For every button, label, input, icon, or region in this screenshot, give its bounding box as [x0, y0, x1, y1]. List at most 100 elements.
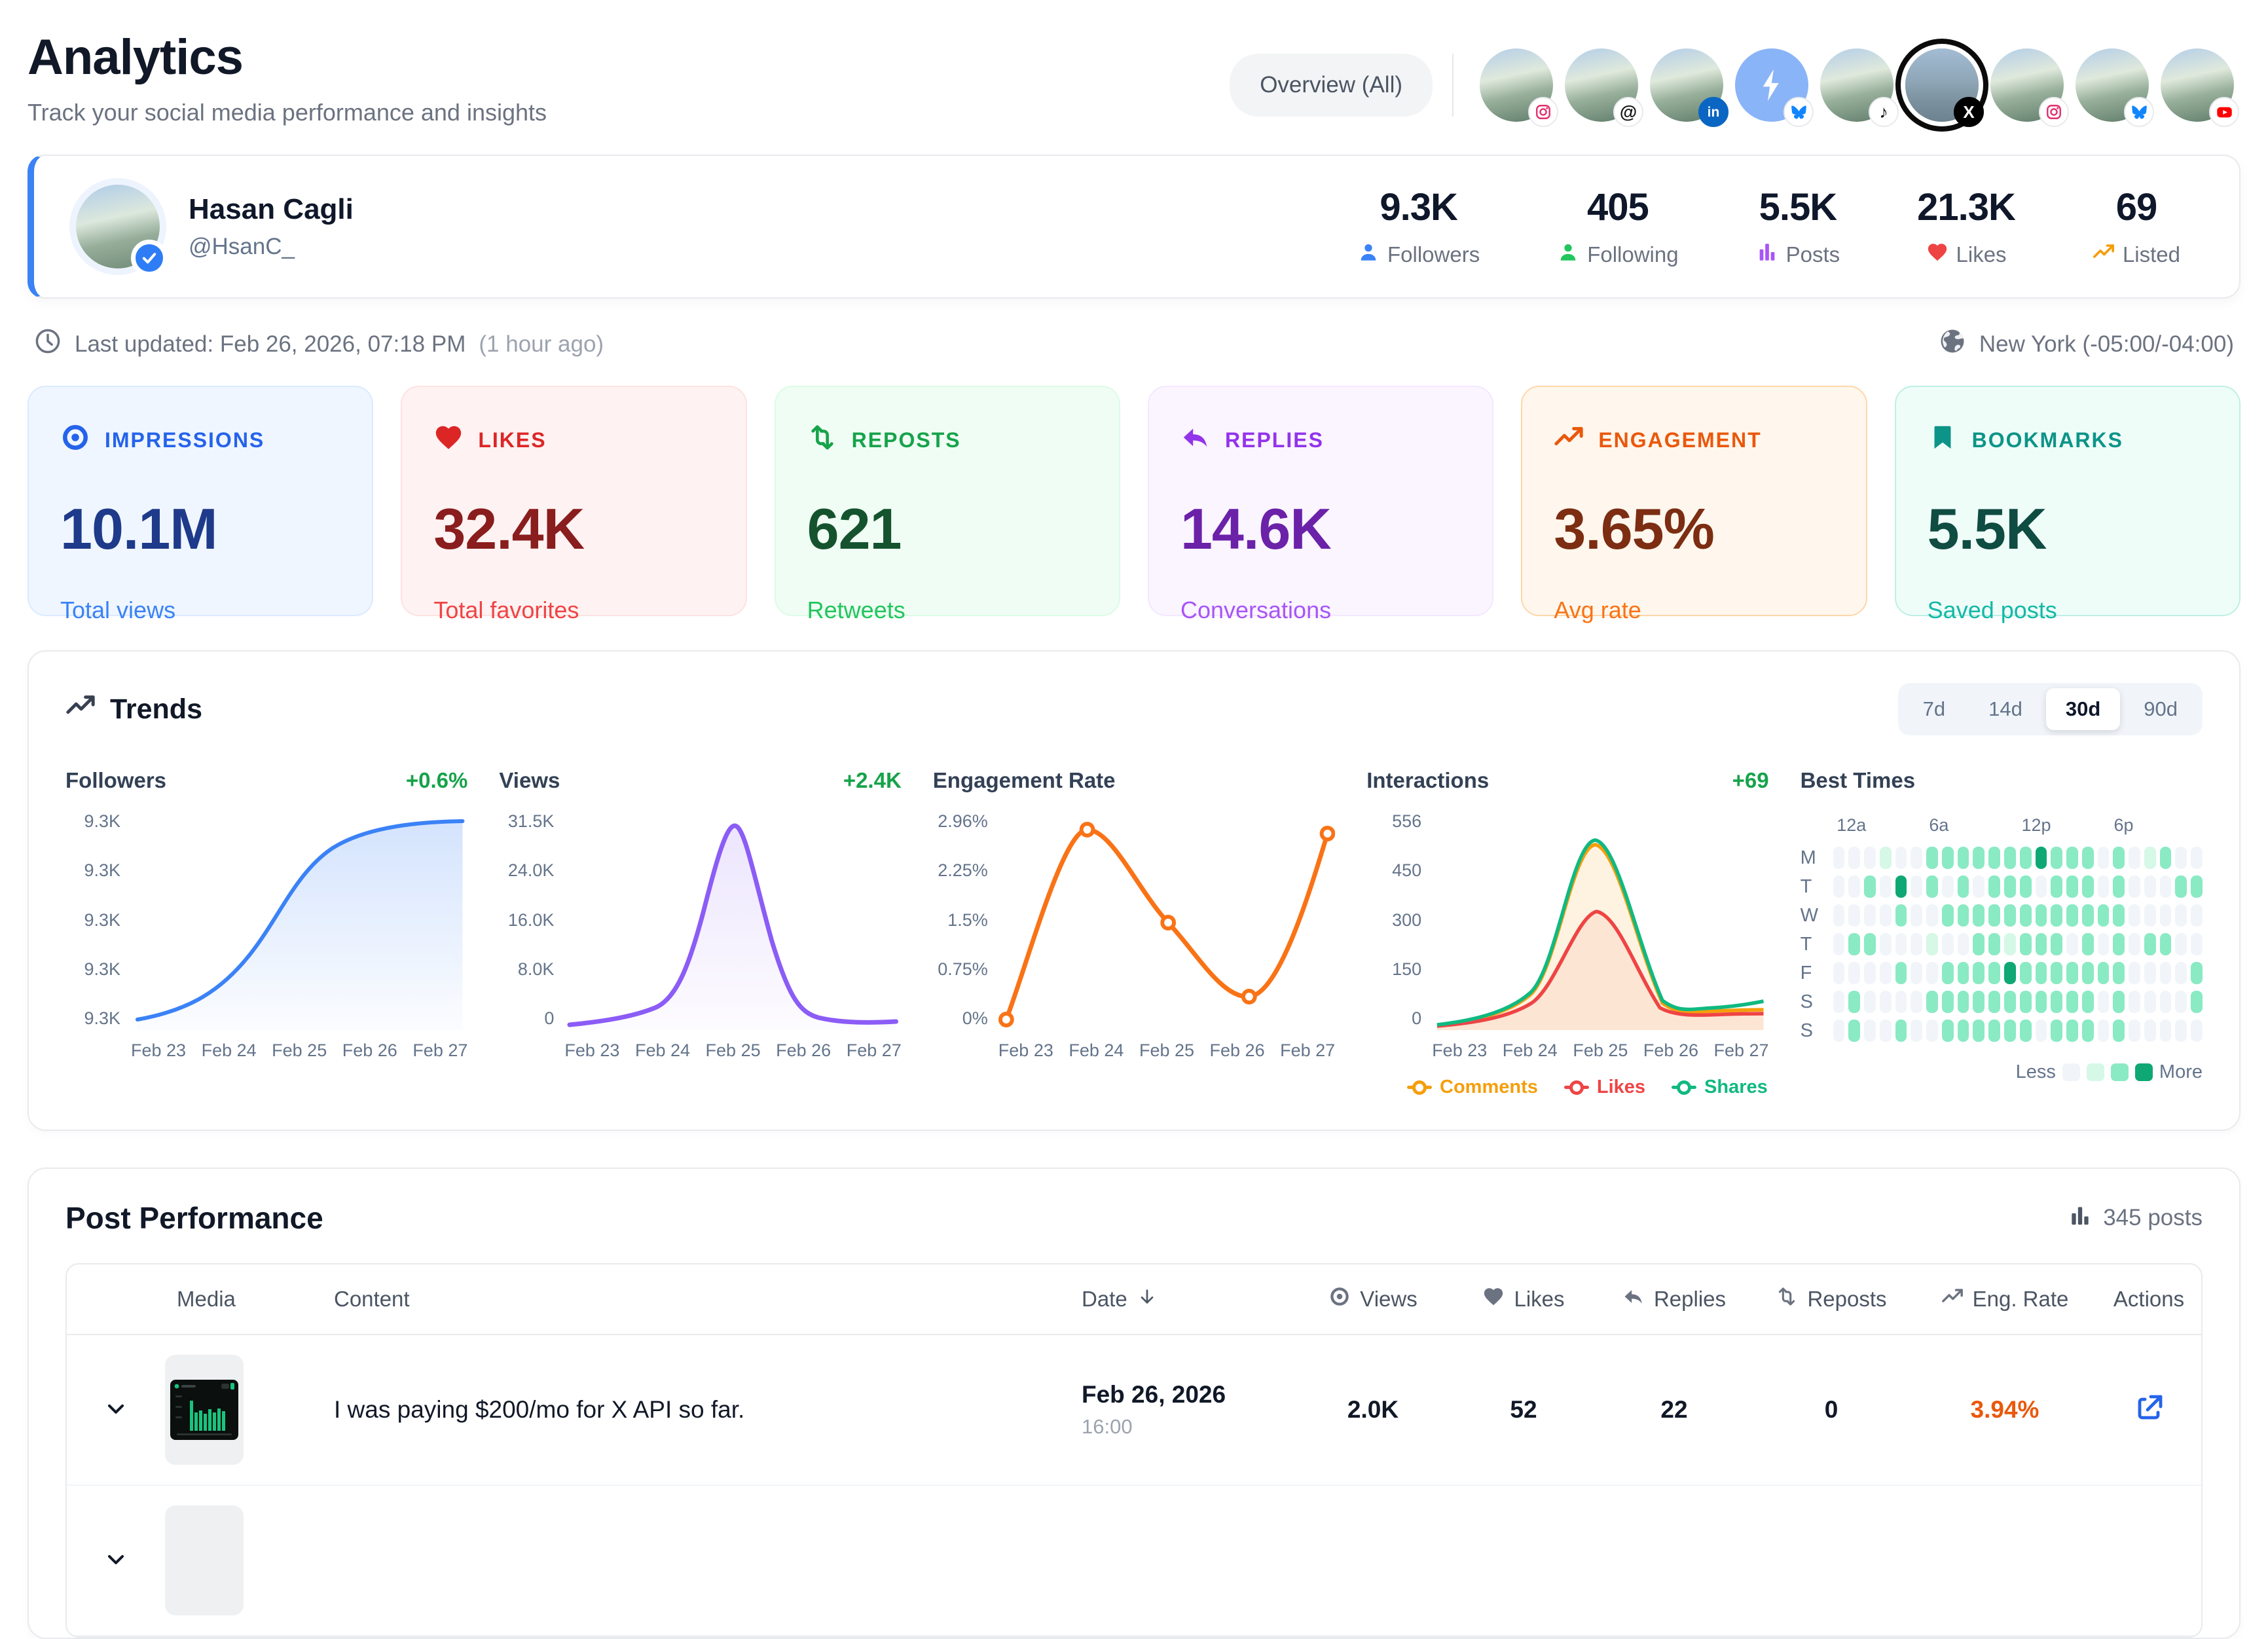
heatmap-cell[interactable]	[1957, 847, 1969, 869]
heatmap-cell[interactable]	[2144, 962, 2156, 984]
heatmap-cell[interactable]	[2191, 904, 2203, 927]
heatmap-cell[interactable]	[1833, 904, 1845, 927]
heatmap-cell[interactable]	[2004, 933, 2016, 955]
heatmap-cell[interactable]	[2113, 962, 2125, 984]
heatmap-cell[interactable]	[1941, 933, 1954, 955]
heatmap-cell[interactable]	[2097, 962, 2110, 984]
heatmap-cell[interactable]	[2004, 875, 2016, 898]
heatmap-cell[interactable]	[2051, 847, 2063, 869]
heatmap-cell[interactable]	[2159, 933, 2172, 955]
heatmap-cell[interactable]	[2051, 904, 2063, 927]
heatmap-cell[interactable]	[2081, 933, 2094, 955]
heatmap-cell[interactable]	[1879, 991, 1892, 1013]
heatmap-cell[interactable]	[2097, 933, 2110, 955]
heatmap-cell[interactable]	[2035, 1020, 2047, 1042]
heatmap-cell[interactable]	[2159, 991, 2172, 1013]
heatmap-cell[interactable]	[1911, 933, 1923, 955]
heatmap-cell[interactable]	[2066, 847, 2078, 869]
account-avatar-linkedin[interactable]: in	[1650, 48, 1728, 127]
heatmap-cell[interactable]	[2066, 962, 2078, 984]
heatmap-cell[interactable]	[1879, 933, 1892, 955]
heatmap-cell[interactable]	[2129, 962, 2140, 984]
heatmap-cell[interactable]	[2159, 962, 2172, 984]
heatmap-cell[interactable]	[2035, 962, 2047, 984]
heatmap-cell[interactable]	[2144, 847, 2156, 869]
heatmap-cell[interactable]	[1833, 875, 1845, 898]
heatmap-cell[interactable]	[1848, 904, 1861, 927]
heatmap-cell[interactable]	[1941, 847, 1954, 869]
heatmap-cell[interactable]	[2113, 904, 2125, 927]
heatmap-cell[interactable]	[2175, 933, 2187, 955]
heatmap-cell[interactable]	[1911, 904, 1923, 927]
heatmap-cell[interactable]	[1864, 1020, 1876, 1042]
heatmap-cell[interactable]	[2097, 847, 2110, 869]
account-avatar-bluesky[interactable]	[2076, 48, 2154, 127]
heatmap-cell[interactable]	[1973, 875, 1985, 898]
heatmap-cell[interactable]	[1911, 847, 1923, 869]
post-media-thumbnail[interactable]	[165, 1355, 244, 1465]
heatmap-cell[interactable]	[2081, 1020, 2094, 1042]
heatmap-cell[interactable]	[2004, 962, 2016, 984]
heatmap-cell[interactable]	[2019, 847, 2032, 869]
heatmap-cell[interactable]	[2129, 875, 2140, 898]
heatmap-cell[interactable]	[2129, 933, 2140, 955]
heatmap-cell[interactable]	[1941, 962, 1954, 984]
heatmap-cell[interactable]	[1941, 904, 1954, 927]
heatmap-cell[interactable]	[1833, 1020, 1845, 1042]
heatmap-cell[interactable]	[1895, 847, 1907, 869]
heatmap-cell[interactable]	[2019, 875, 2032, 898]
heatmap-cell[interactable]	[2144, 904, 2156, 927]
heatmap-cell[interactable]	[2004, 991, 2016, 1013]
heatmap-cell[interactable]	[1926, 1020, 1938, 1042]
heatmap-cell[interactable]	[1848, 933, 1861, 955]
heatmap-cell[interactable]	[1941, 875, 1954, 898]
heatmap-cell[interactable]	[1973, 962, 1985, 984]
heatmap-cell[interactable]	[1833, 847, 1845, 869]
heatmap-cell[interactable]	[2035, 875, 2047, 898]
overview-all-button[interactable]: Overview (All)	[1230, 54, 1433, 117]
range-7d-button[interactable]: 7d	[1903, 688, 1965, 730]
heatmap-cell[interactable]	[2051, 1020, 2063, 1042]
heatmap-cell[interactable]	[1864, 904, 1876, 927]
heatmap-cell[interactable]	[2144, 875, 2156, 898]
heatmap-cell[interactable]	[1848, 962, 1861, 984]
heatmap-cell[interactable]	[2159, 875, 2172, 898]
range-14d-button[interactable]: 14d	[1969, 688, 2042, 730]
heatmap-cell[interactable]	[2019, 1020, 2032, 1042]
heatmap-cell[interactable]	[2175, 904, 2187, 927]
heatmap-cell[interactable]	[2081, 962, 2094, 984]
heatmap-cell[interactable]	[2097, 1020, 2110, 1042]
heatmap-cell[interactable]	[1941, 1020, 1954, 1042]
heatmap-cell[interactable]	[1988, 991, 2001, 1013]
heatmap-cell[interactable]	[2175, 962, 2187, 984]
heatmap-cell[interactable]	[1848, 1020, 1861, 1042]
heatmap-cell[interactable]	[2066, 904, 2078, 927]
account-avatar-x[interactable]: X	[1905, 48, 1984, 127]
heatmap-cell[interactable]	[1864, 847, 1876, 869]
heatmap-cell[interactable]	[2004, 847, 2016, 869]
heatmap-cell[interactable]	[2175, 875, 2187, 898]
heatmap-cell[interactable]	[1988, 1020, 2001, 1042]
heatmap-cell[interactable]	[1879, 875, 1892, 898]
heatmap-cell[interactable]	[2051, 991, 2063, 1013]
heatmap-cell[interactable]	[1941, 991, 1954, 1013]
legend-item-likes[interactable]: Likes	[1564, 1077, 1645, 1098]
post-media-thumbnail[interactable]	[165, 1505, 244, 1615]
heatmap-cell[interactable]	[2113, 875, 2125, 898]
heatmap-cell[interactable]	[2035, 847, 2047, 869]
heatmap-cell[interactable]	[2159, 847, 2172, 869]
account-avatar-threads[interactable]: @	[1565, 48, 1643, 127]
heatmap-cell[interactable]	[1848, 875, 1861, 898]
heatmap-cell[interactable]	[1973, 847, 1985, 869]
heatmap-cell[interactable]	[2081, 904, 2094, 927]
heatmap-cell[interactable]	[2159, 904, 2172, 927]
heatmap-cell[interactable]	[1895, 904, 1907, 927]
heatmap-cell[interactable]	[1926, 875, 1938, 898]
heatmap-cell[interactable]	[1957, 991, 1969, 1013]
expand-chevron-icon[interactable]	[103, 1395, 129, 1425]
heatmap-cell[interactable]	[1988, 904, 2001, 927]
heatmap-cell[interactable]	[1926, 933, 1938, 955]
heatmap-cell[interactable]	[2035, 991, 2047, 1013]
heatmap-cell[interactable]	[1895, 875, 1907, 898]
heatmap-cell[interactable]	[2191, 875, 2203, 898]
